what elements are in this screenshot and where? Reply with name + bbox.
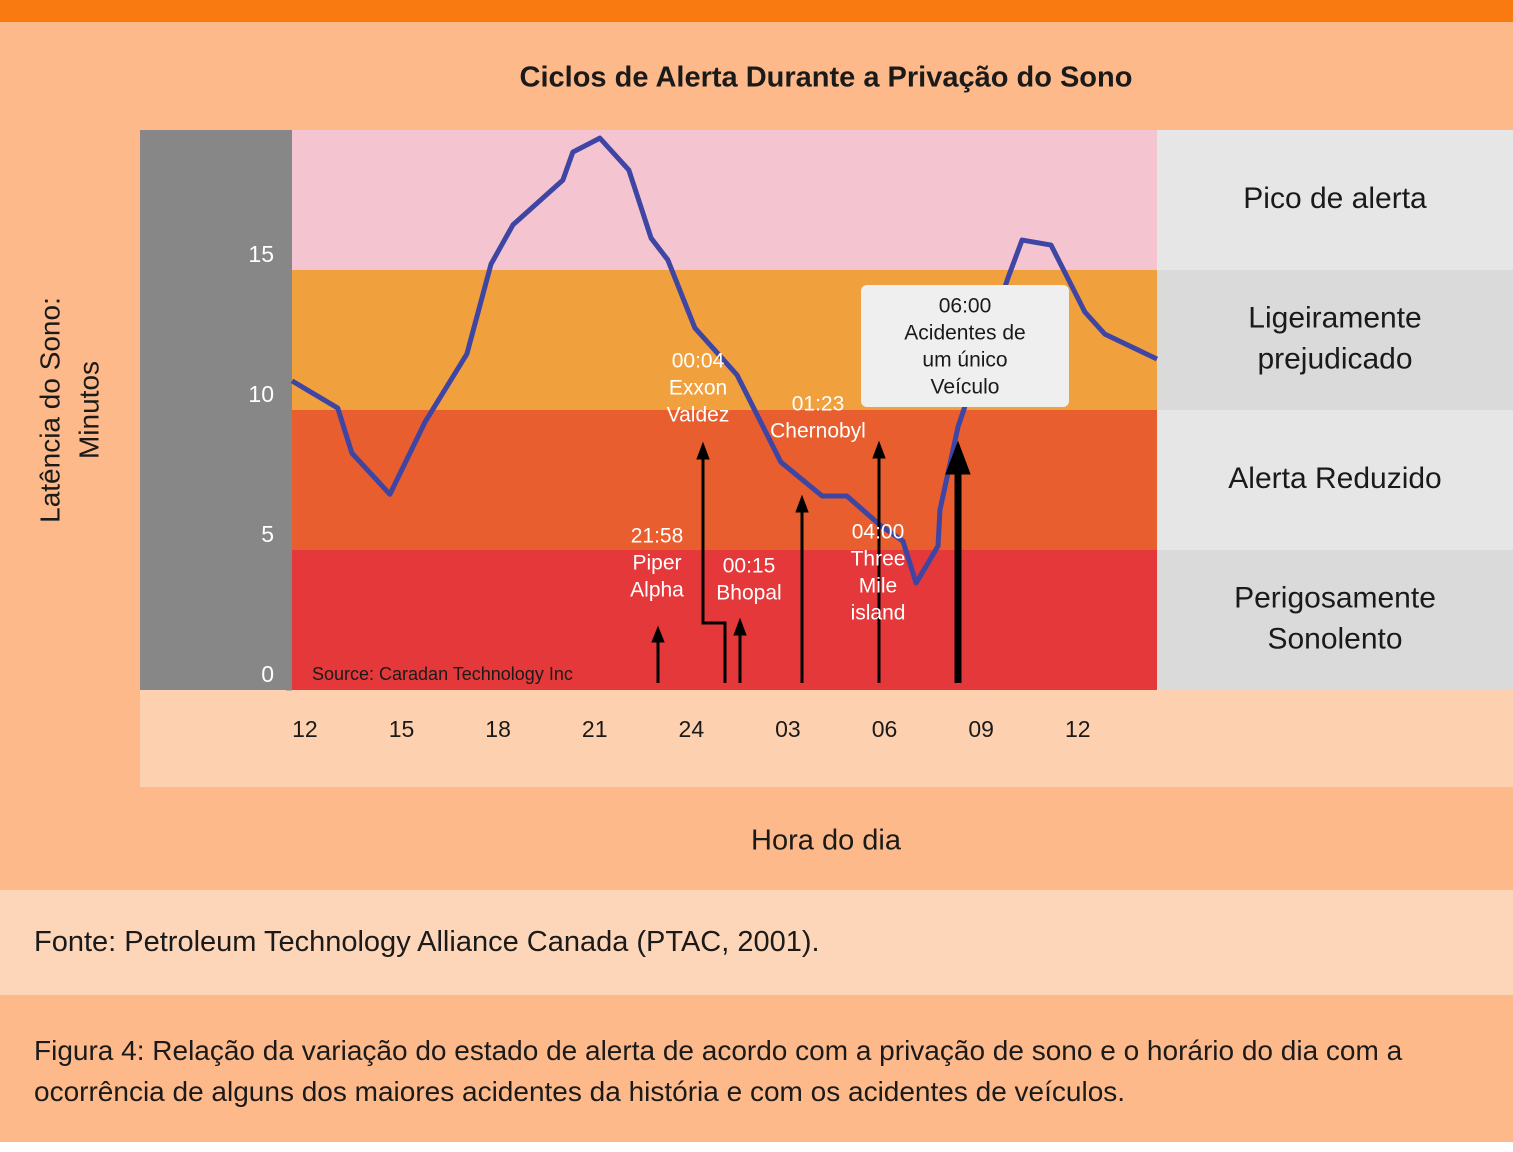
caption: Figura 4: Relação da variação do estado … xyxy=(34,1035,1403,1107)
chart-title: Ciclos de Alerta Durante a Privação do S… xyxy=(520,62,1133,94)
arrow-head xyxy=(945,440,971,475)
plot-area: Pico de alerta Ligeiramente prejudicado Ale… xyxy=(248,130,1513,742)
arrow-head xyxy=(872,440,886,459)
x-tick-label: 12 xyxy=(292,716,318,742)
x-tick-label: 18 xyxy=(485,716,511,742)
band xyxy=(292,410,1157,550)
annotation-label: Alpha xyxy=(630,579,684,602)
annotation-label: Chernobyl xyxy=(770,420,866,443)
band-label: prejudicado xyxy=(1257,342,1412,375)
annotation-time: 21:58 xyxy=(631,525,684,548)
x-tick-label: 24 xyxy=(679,716,705,742)
annotation-time: 00:15 xyxy=(723,555,776,578)
x-tick-label: 09 xyxy=(968,716,994,742)
annotation-label: Valdez xyxy=(667,404,730,427)
band xyxy=(292,130,1157,270)
band-label: Alerta Reduzido xyxy=(1228,462,1441,495)
band-label: Pico de alerta xyxy=(1243,182,1427,215)
arrows xyxy=(651,440,971,683)
x-tick-label: 03 xyxy=(775,716,801,742)
line xyxy=(290,135,1159,586)
source-note: Fonte: Petroleum Technology Alliance Can… xyxy=(34,926,820,958)
band-label: Perigosamente xyxy=(1234,581,1436,614)
y-axis-label: Latência do Sono: xyxy=(34,297,65,523)
annotation-label: Acidentes de xyxy=(904,322,1025,345)
annotation-label: Veículo xyxy=(931,376,1000,399)
annotations: 21:58 Piper Alpha 00:04 Exxon Valdez 00:15 Bhop… xyxy=(630,295,1026,625)
annotation-label: Exxon xyxy=(669,377,727,400)
band-label: Ligeiramente xyxy=(1248,301,1421,334)
annotation-box xyxy=(861,285,1069,407)
x-axis-panel xyxy=(140,690,1513,787)
annotation-time: 01:23 xyxy=(792,393,845,416)
y-tick-label: 0 xyxy=(261,661,274,687)
arrow-head xyxy=(795,494,809,513)
x-tick-label: 15 xyxy=(389,716,415,742)
source-label: Source: Caradan Technology Inc xyxy=(312,664,573,684)
annotation-label: Three xyxy=(851,548,906,571)
y-tick-label: 5 xyxy=(261,521,274,547)
band-label: Sonolento xyxy=(1267,622,1402,655)
title-band xyxy=(0,22,1513,128)
arrow-head xyxy=(651,625,665,643)
band-label-panel xyxy=(1157,410,1513,550)
source-band xyxy=(0,890,1513,995)
annotation-label: Bhopal xyxy=(716,582,781,605)
band-label-panel xyxy=(1157,550,1513,690)
y-axis-panel xyxy=(140,130,292,690)
y-tick-label: 15 xyxy=(248,241,274,267)
annotation-time: 00:04 xyxy=(672,350,725,373)
arrow-head xyxy=(696,441,710,460)
caption-band xyxy=(0,995,1513,1142)
x-tick-label: 21 xyxy=(582,716,608,742)
annotation-label: Mile xyxy=(859,575,898,598)
top-stripe xyxy=(0,0,1513,22)
annotation-label: island xyxy=(851,602,906,625)
annotation-label: Piper xyxy=(632,552,681,575)
band-label-panel xyxy=(1157,130,1513,270)
x-axis-label: Hora do dia xyxy=(751,825,902,857)
annotation-time: 04:00 xyxy=(852,521,905,544)
arrow-head xyxy=(733,617,747,636)
y-axis-label: Minutos xyxy=(73,361,104,459)
arrow xyxy=(701,457,727,683)
x-tick-label: 12 xyxy=(1065,716,1091,742)
annotation-time: 06:00 xyxy=(939,295,992,318)
band-label-panel xyxy=(1157,270,1513,410)
annotation-label: um único xyxy=(922,349,1007,372)
y-tick-label: 10 xyxy=(248,381,274,407)
x-tick-label: 06 xyxy=(872,716,898,742)
